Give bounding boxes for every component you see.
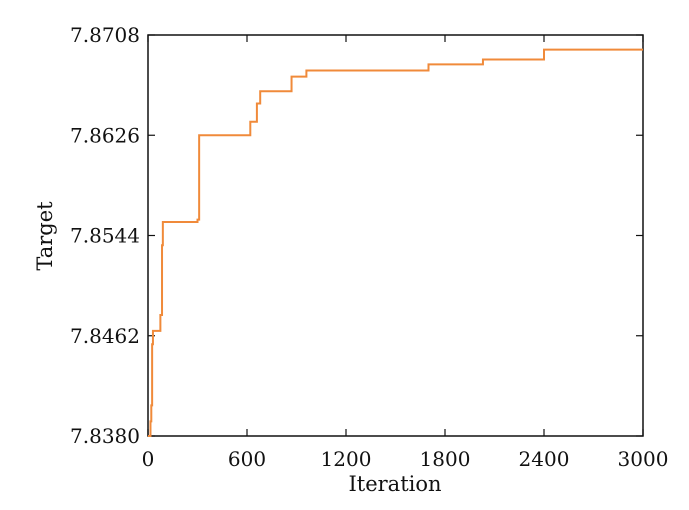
x-tick-label: 3000 — [618, 447, 669, 471]
x-axis-ticks: 0 600 1200 1800 2400 3000 — [142, 35, 669, 471]
x-axis-title: Iteration — [348, 472, 441, 496]
y-tick-label: 7.8544 — [70, 224, 140, 248]
x-tick-label: 0 — [142, 447, 155, 471]
y-tick-label: 7.8708 — [70, 23, 140, 47]
x-tick-label: 600 — [228, 447, 266, 471]
x-tick-label: 1200 — [321, 447, 372, 471]
x-tick-label: 1800 — [420, 447, 471, 471]
series-line — [148, 48, 643, 437]
y-axis-title: Target — [33, 201, 57, 271]
y-axis-ticks: 7.8380 7.8462 7.8544 7.8626 7.8708 — [70, 23, 643, 448]
y-tick-label: 7.8380 — [70, 424, 140, 448]
plot-frame — [147, 34, 644, 437]
y-tick-label: 7.8626 — [70, 123, 140, 147]
y-tick-label: 7.8462 — [70, 324, 140, 348]
x-tick-label: 2400 — [519, 447, 570, 471]
